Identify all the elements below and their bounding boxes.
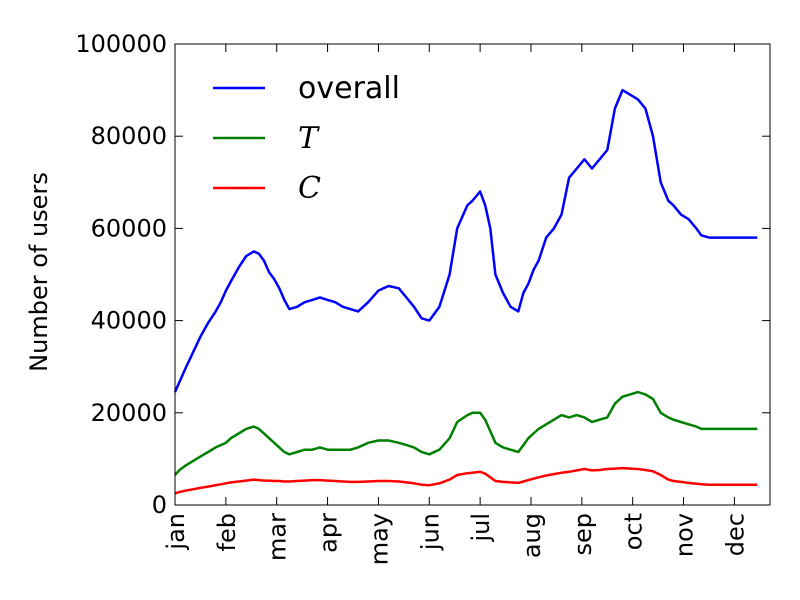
- series-line-c: [174, 466, 758, 495]
- x-tick-label: aug: [518, 513, 546, 558]
- y-tick-label: 40000: [91, 307, 167, 335]
- x-tick-label: sep: [569, 513, 597, 556]
- y-tick-label: 0: [152, 491, 167, 519]
- x-axis: jan feb mar apr may jun jul aug sep oct nov dec: [162, 44, 749, 565]
- legend-label-t: T: [298, 121, 320, 156]
- y-tick-label: 100000: [75, 30, 167, 58]
- x-tick-label: jul: [467, 513, 495, 543]
- x-tick-label: dec: [721, 513, 749, 556]
- series-line-t: [174, 390, 758, 476]
- x-tick-label: jun: [416, 513, 444, 551]
- y-tick-label: 80000: [91, 122, 167, 150]
- x-tick-label: mar: [264, 513, 292, 561]
- x-tick-label: feb: [213, 513, 241, 551]
- legend-label-c: C: [298, 171, 321, 206]
- x-tick-label: oct: [620, 513, 648, 550]
- y-tick-label: 60000: [91, 214, 167, 242]
- y-tick-label: 20000: [91, 399, 167, 427]
- x-tick-label: nov: [671, 513, 699, 557]
- plot-area: [173, 88, 758, 495]
- x-tick-label: jan: [162, 513, 190, 551]
- y-axis: 0 20000 40000 60000 80000 100000: [75, 30, 770, 519]
- legend: overall TC: [213, 71, 400, 206]
- series-line-overall: [173, 88, 758, 393]
- y-axis-label: Number of users: [25, 172, 53, 372]
- x-tick-label: may: [365, 513, 393, 565]
- axes-frame: [174, 43, 771, 506]
- legend-label-overall: overall: [298, 71, 400, 106]
- x-tick-label: apr: [315, 513, 343, 553]
